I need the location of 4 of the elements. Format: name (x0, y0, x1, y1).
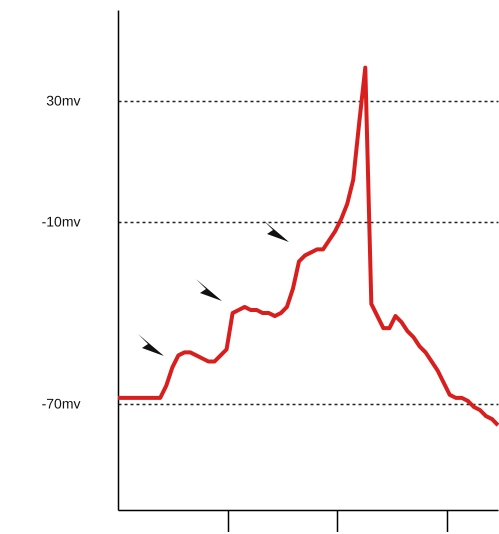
y-tick-label: -10mv (42, 214, 80, 230)
y-tick-label: 30mv (46, 92, 80, 108)
y-tick-label: -70mv (42, 395, 80, 412)
line-series (116, 66, 499, 428)
